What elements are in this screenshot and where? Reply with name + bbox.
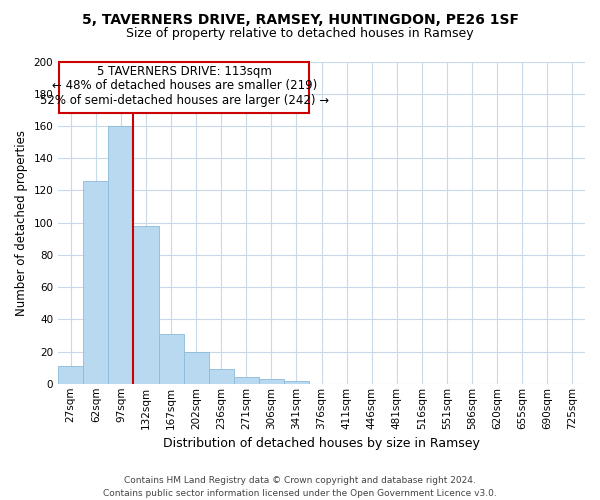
- Text: Size of property relative to detached houses in Ramsey: Size of property relative to detached ho…: [126, 28, 474, 40]
- Text: Contains HM Land Registry data © Crown copyright and database right 2024.
Contai: Contains HM Land Registry data © Crown c…: [103, 476, 497, 498]
- Bar: [83, 180, 109, 384]
- Bar: [209, 370, 234, 384]
- Text: 5, TAVERNERS DRIVE, RAMSEY, HUNTINGDON, PE26 1SF: 5, TAVERNERS DRIVE, RAMSEY, HUNTINGDON, …: [82, 12, 518, 26]
- Bar: [58, 366, 83, 384]
- Y-axis label: Number of detached properties: Number of detached properties: [15, 130, 28, 316]
- Bar: [259, 379, 284, 384]
- Bar: [158, 334, 184, 384]
- Text: 52% of semi-detached houses are larger (242) →: 52% of semi-detached houses are larger (…: [40, 94, 329, 106]
- X-axis label: Distribution of detached houses by size in Ramsey: Distribution of detached houses by size …: [163, 437, 480, 450]
- Bar: [59, 62, 309, 113]
- Bar: [184, 352, 209, 384]
- Bar: [284, 380, 309, 384]
- Text: 5 TAVERNERS DRIVE: 113sqm: 5 TAVERNERS DRIVE: 113sqm: [97, 66, 272, 78]
- Bar: [109, 126, 133, 384]
- Text: ← 48% of detached houses are smaller (219): ← 48% of detached houses are smaller (21…: [52, 80, 317, 92]
- Bar: [133, 226, 158, 384]
- Bar: [234, 378, 259, 384]
